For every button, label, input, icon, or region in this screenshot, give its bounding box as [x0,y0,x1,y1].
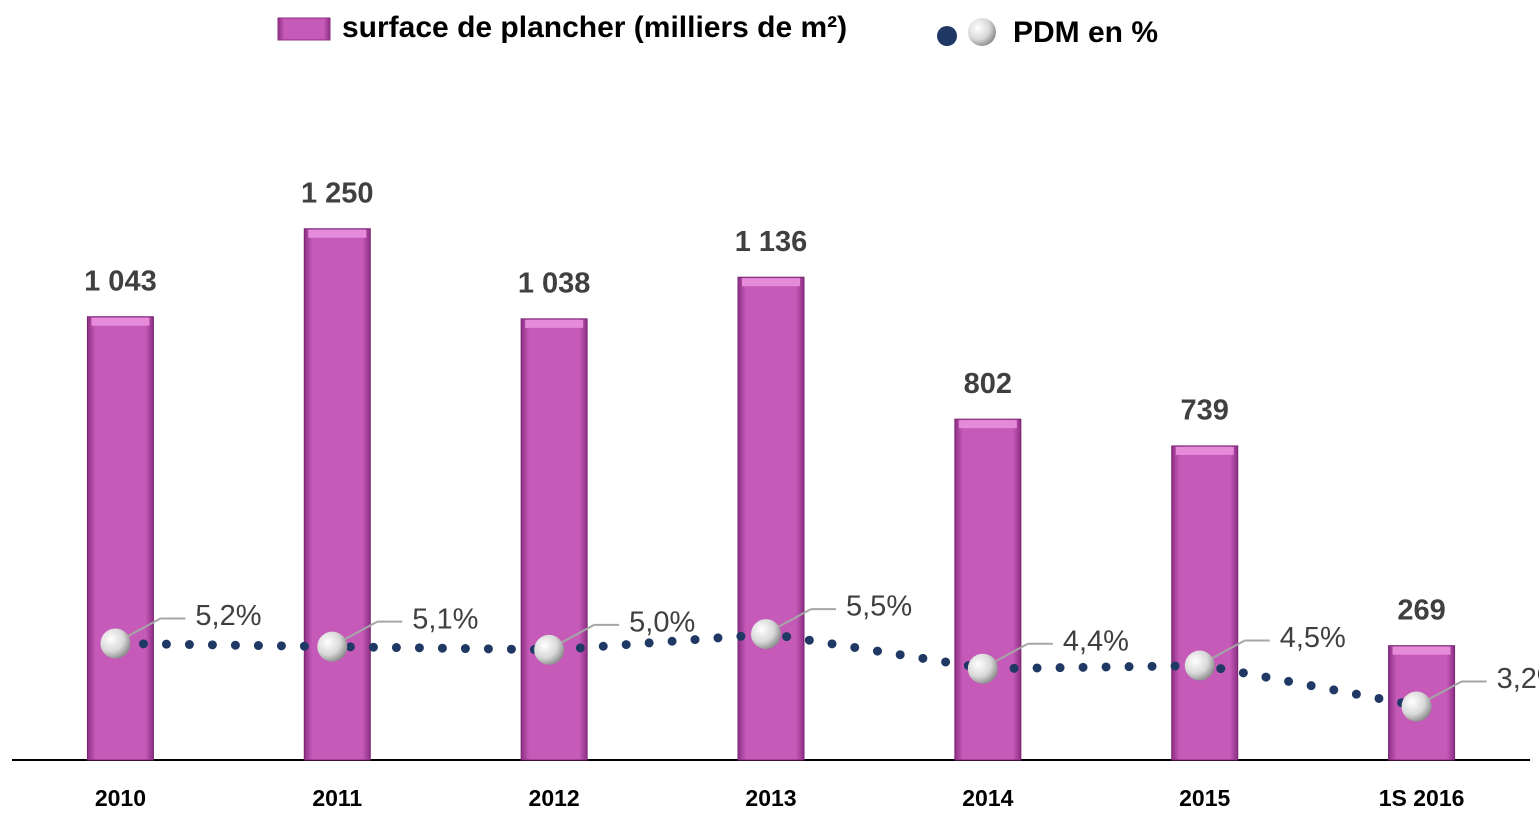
leader-line [775,608,812,629]
line-marker [100,628,131,659]
bar-value-label: 1 136 [735,226,808,258]
line-value-label: 5,1% [412,603,478,635]
x-tick-label: 2012 [529,785,580,811]
bar-bevel [742,278,800,287]
bar-value-label: 1 038 [518,268,591,300]
line-value-label: 4,5% [1280,622,1346,654]
x-tick-label: 1S 2016 [1379,785,1465,811]
bar-bevel [958,420,1017,429]
legend-dot [937,26,957,46]
bar-value-label: 739 [1181,395,1229,427]
legend-ball [968,18,996,46]
line-marker [1401,691,1432,722]
line-value-label: 3,2% [1497,663,1539,695]
line-value-label: 4,4% [1063,625,1129,657]
bar [737,276,805,761]
bar-value-label: 1 043 [84,265,157,297]
bar-bevel [1392,646,1451,655]
bar-value-label: 1 250 [301,177,374,209]
line-marker [751,619,781,650]
x-tick-label: 2014 [962,785,1013,811]
leader-line [341,620,378,642]
x-tick-label: 2010 [95,785,146,811]
bar [303,228,371,761]
bar [86,316,154,761]
leader-line [558,623,595,645]
bar-bevel [525,319,584,328]
x-tick-label: 2015 [1179,785,1230,811]
bar [1171,445,1239,761]
line-value-label: 5,5% [846,591,912,623]
line-marker [967,653,998,684]
x-tick-label: 2013 [745,785,796,811]
line-marker [317,631,348,662]
leader-line [124,617,161,639]
legend-label: PDM en % [1013,16,1158,49]
bar-bevel [91,317,150,326]
bar [520,318,588,761]
bar-bevel [308,229,367,238]
bar-bevel [1175,446,1234,455]
line-value-label: 5,0% [629,606,695,638]
legend-bar-swatch [277,17,331,41]
line-value-label: 5,2% [195,600,261,632]
bar-value-label: 269 [1397,594,1445,626]
bar-value-label: 802 [964,368,1012,400]
line-marker [534,634,565,665]
leader-line [992,642,1029,664]
legend-label: surface de plancher (milliers de m²) [342,11,847,44]
leader-line [1209,639,1246,661]
line-marker [1184,650,1215,681]
bar [954,418,1022,761]
leader-line [1426,680,1463,702]
x-tick-label: 2011 [312,785,362,811]
